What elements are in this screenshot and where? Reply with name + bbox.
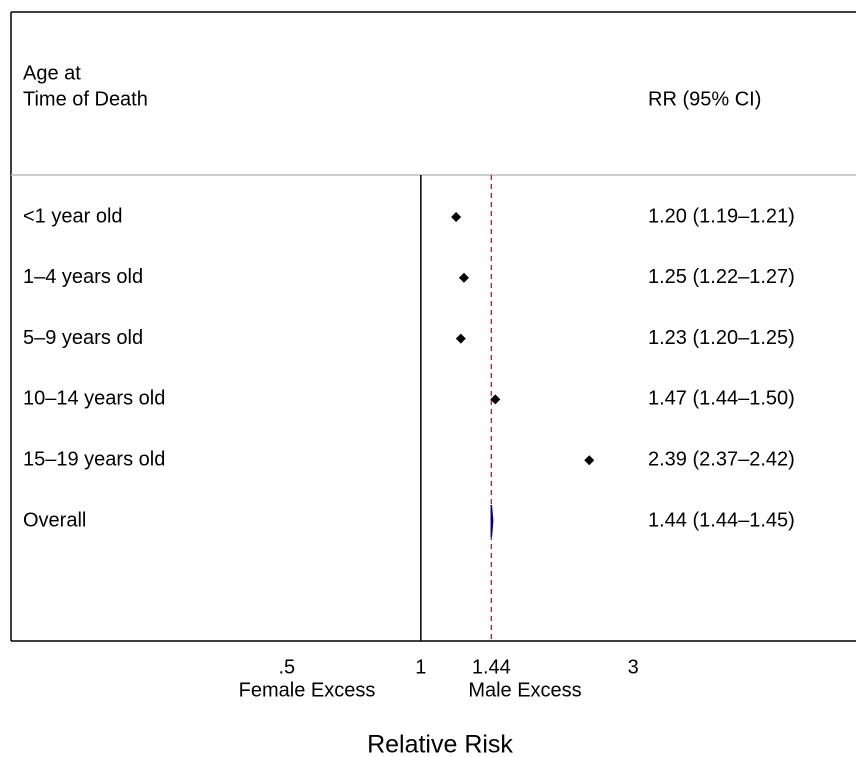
row-label: 5–9 years old [23, 327, 143, 349]
value-label: 1.23 (1.20–1.25) [648, 327, 795, 349]
point-estimate [490, 394, 501, 405]
point-estimate [458, 272, 469, 283]
x-tick-label: 1.44 [472, 656, 511, 678]
point-estimate [584, 455, 595, 466]
value-label: 1.47 (1.44–1.50) [648, 388, 795, 410]
right-label: Male Excess [468, 679, 581, 701]
x-tick-label: .5 [279, 656, 296, 678]
left-label: Female Excess [239, 679, 376, 701]
row-label: 10–14 years old [23, 388, 165, 410]
value-label: 1.25 (1.22–1.27) [648, 266, 795, 288]
row-header: Age at [23, 62, 81, 84]
summary-diamond [490, 504, 494, 538]
value-label: 1.44 (1.44–1.45) [648, 509, 795, 531]
row-label: Overall [23, 509, 86, 531]
row-header: Time of Death [23, 88, 148, 110]
point-estimate [451, 212, 462, 222]
x-tick-label: 3 [628, 656, 639, 678]
row-label: <1 year old [23, 205, 123, 227]
row-label: 1–4 years old [23, 266, 143, 288]
row-label: 15–19 years old [23, 448, 165, 470]
value-label: 1.20 (1.19–1.21) [648, 205, 795, 227]
value-label: 2.39 (2.37–2.42) [648, 448, 795, 470]
point-estimate [455, 333, 466, 344]
x-axis-title: Relative Risk [367, 731, 513, 757]
value-header: RR (95% CI) [648, 88, 761, 110]
x-tick-label: 1 [415, 656, 426, 678]
